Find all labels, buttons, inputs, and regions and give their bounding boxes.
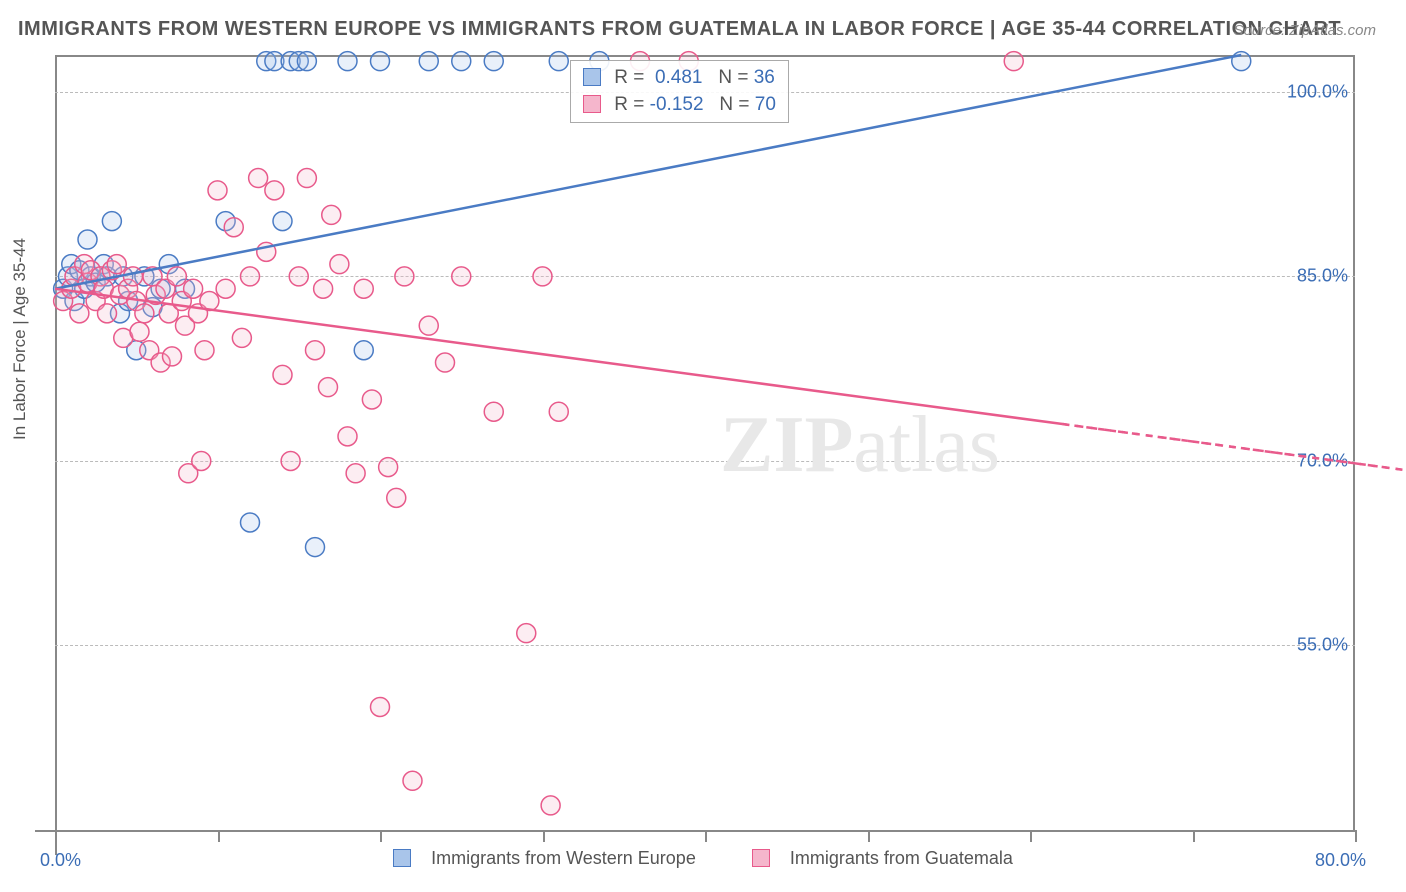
legend-swatch (393, 849, 411, 867)
stats-row-series-2: R = -0.152 N = 70 (583, 92, 776, 119)
source-attribution: Source: ZipAtlas.com (1233, 22, 1376, 39)
data-point (241, 513, 260, 532)
data-point (387, 488, 406, 507)
data-point (289, 267, 308, 286)
data-point (436, 353, 455, 372)
data-point (78, 230, 97, 249)
data-point (130, 322, 149, 341)
data-point (484, 52, 503, 71)
x-tick (1193, 830, 1195, 842)
data-point (216, 279, 235, 298)
data-point (314, 279, 333, 298)
data-point (192, 451, 211, 470)
data-point (319, 378, 338, 397)
data-point (338, 427, 357, 446)
x-tick (380, 830, 382, 842)
data-point (273, 365, 292, 384)
data-point (306, 538, 325, 557)
data-point (208, 181, 227, 200)
data-point (403, 771, 422, 790)
data-point (107, 255, 126, 274)
legend-label: Immigrants from Guatemala (790, 848, 1013, 868)
swatch-series-2 (583, 95, 601, 113)
data-point (1004, 52, 1023, 71)
data-point (517, 624, 536, 643)
swatch-series-1 (583, 68, 601, 86)
data-point (533, 267, 552, 286)
data-point (124, 267, 143, 286)
legend-item: Immigrants from Guatemala (738, 848, 1027, 868)
chart-title: IMMIGRANTS FROM WESTERN EUROPE VS IMMIGR… (18, 18, 1341, 41)
data-point (1232, 52, 1251, 71)
x-tick (543, 830, 545, 842)
n-value-series-2: 70 (755, 94, 776, 115)
legend-item: Immigrants from Western Europe (379, 848, 710, 868)
y-axis-title: In Labor Force | Age 35-44 (10, 238, 30, 440)
x-tick (55, 830, 57, 842)
data-point (281, 451, 300, 470)
data-point (232, 328, 251, 347)
data-point (322, 205, 341, 224)
r-value-series-2: -0.152 (650, 94, 704, 115)
data-point (395, 267, 414, 286)
n-value-series-1: 36 (754, 67, 775, 88)
data-point (452, 267, 471, 286)
data-point (338, 52, 357, 71)
x-tick (218, 830, 220, 842)
data-point (330, 255, 349, 274)
x-axis (35, 830, 1357, 832)
data-point (184, 279, 203, 298)
data-point (241, 267, 260, 286)
data-point (354, 279, 373, 298)
data-point (306, 341, 325, 360)
legend-swatch (752, 849, 770, 867)
x-tick (1030, 830, 1032, 842)
data-point (371, 52, 390, 71)
data-point (419, 316, 438, 335)
data-point (354, 341, 373, 360)
r-value-series-1: 0.481 (655, 67, 703, 88)
data-point (102, 212, 121, 231)
data-point (371, 697, 390, 716)
data-point (265, 181, 284, 200)
correlation-stats-box: R = 0.481 N = 36 R = -0.152 N = 70 (570, 60, 789, 123)
data-point (224, 218, 243, 237)
legend: Immigrants from Western Europe Immigrants… (0, 848, 1406, 869)
data-point (346, 464, 365, 483)
data-point (163, 347, 182, 366)
data-point (297, 52, 316, 71)
data-point (167, 267, 186, 286)
data-point (98, 304, 117, 323)
scatter-plot (55, 55, 1355, 830)
data-point (195, 341, 214, 360)
x-tick (1355, 830, 1357, 842)
data-point (273, 212, 292, 231)
data-point (419, 52, 438, 71)
data-point (249, 169, 268, 188)
data-point (135, 304, 154, 323)
data-point (70, 304, 89, 323)
legend-label: Immigrants from Western Europe (431, 848, 696, 868)
data-point (549, 52, 568, 71)
stats-row-series-1: R = 0.481 N = 36 (583, 65, 776, 92)
data-point (297, 169, 316, 188)
x-tick (705, 830, 707, 842)
data-point (379, 458, 398, 477)
data-point (484, 402, 503, 421)
data-point (452, 52, 471, 71)
x-tick (868, 830, 870, 842)
data-point (549, 402, 568, 421)
data-point (362, 390, 381, 409)
data-point (541, 796, 560, 815)
